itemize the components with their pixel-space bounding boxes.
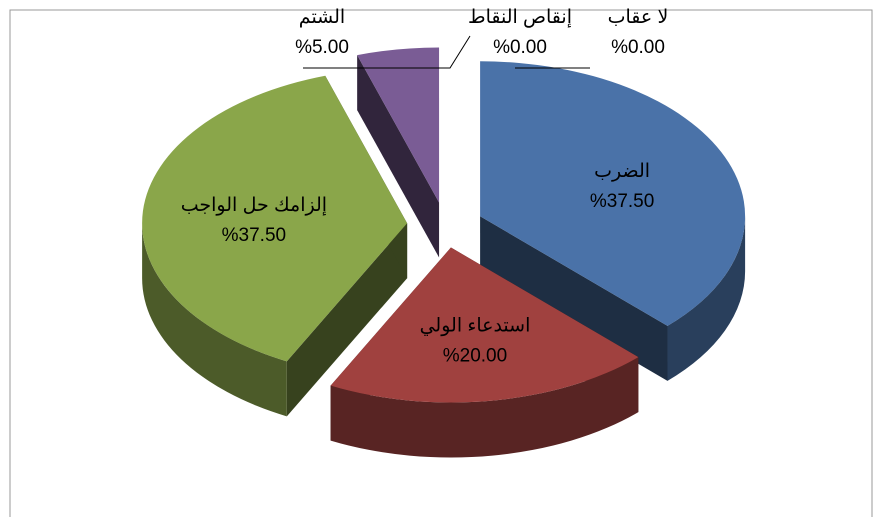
slice-label: استدعاء الولي (420, 315, 531, 336)
slice-side (286, 223, 408, 417)
slice-side (480, 216, 668, 381)
slice (480, 61, 746, 381)
slice-value-label: %0.00 (493, 37, 547, 58)
slice-top (142, 75, 408, 362)
slice-top (357, 47, 440, 203)
slice-top (480, 61, 746, 326)
slice (142, 75, 408, 417)
slice-wall (142, 223, 287, 417)
leader-line (375, 35, 471, 69)
slice (357, 47, 440, 258)
slice-label: لا عقاب (608, 7, 669, 28)
slice-value-label: %20.00 (443, 345, 507, 366)
slice-label: إلزامك حل الواجب (181, 195, 327, 217)
slice-label: إنقاص النقاط (468, 7, 572, 29)
chart-frame (9, 9, 873, 517)
slice-label: الضرب (594, 161, 650, 182)
slice-wall (667, 216, 746, 381)
slice-wall (330, 357, 639, 458)
slice-value-label: %5.00 (295, 37, 349, 58)
slice-label: الشتم (299, 7, 345, 28)
slice-top (330, 247, 639, 403)
slice-value-label: %37.50 (222, 225, 286, 246)
slice (330, 247, 639, 458)
slice-side (357, 55, 440, 258)
slice-value-label: %0.00 (611, 37, 665, 58)
slice-value-label: %37.50 (590, 191, 654, 212)
